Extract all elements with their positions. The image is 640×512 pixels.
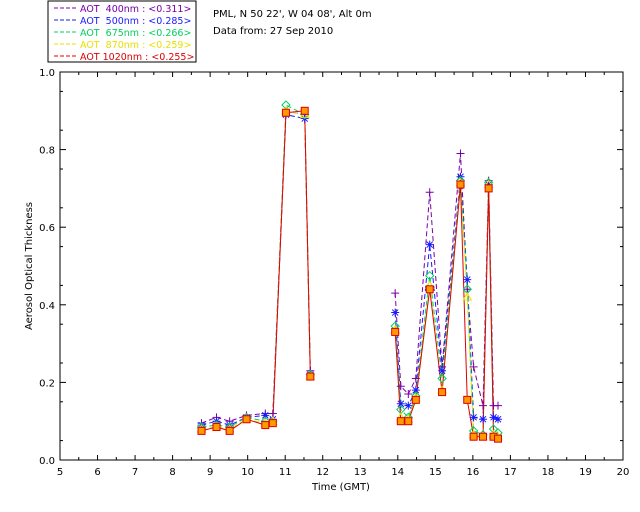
plus-marker — [494, 401, 503, 410]
legend-label: AOT 675nm : <0.266> — [80, 28, 191, 39]
x-tick-label: 14 — [391, 467, 404, 478]
plus-marker — [469, 362, 478, 371]
x-tick-label: 12 — [316, 467, 329, 478]
asterisk-marker — [391, 308, 400, 317]
plus-marker — [463, 285, 472, 294]
plus-marker — [411, 374, 420, 383]
square-marker — [463, 395, 472, 404]
legend: AOT 400nm : <0.311>AOT 500nm : <0.285>AO… — [47, 0, 197, 63]
x-axis-label: Time (GMT) — [311, 482, 370, 493]
series-line — [201, 114, 499, 426]
x-tick-label: 11 — [279, 467, 292, 478]
axes: 5 6 7 8 9 10 11 12 13 14 15 16 17 18 19 20 0.0 0.2 0.4 0.6 0… — [39, 68, 629, 478]
asterisk-marker — [463, 275, 472, 284]
square-marker — [212, 423, 221, 432]
legend-label: AOT 400nm : <0.311> — [80, 4, 191, 15]
square-marker — [225, 426, 234, 435]
asterisk-marker — [425, 240, 434, 249]
square-marker — [469, 432, 478, 441]
series-marks — [196, 100, 503, 443]
asterisk-marker — [489, 413, 498, 422]
x-tick-label: 16 — [466, 467, 479, 478]
plus-marker — [391, 289, 400, 298]
x-tick-label: 7 — [132, 467, 138, 478]
square-marker — [456, 180, 465, 189]
plus-marker — [404, 390, 413, 399]
x-tick-label: 19 — [579, 467, 592, 478]
square-marker — [484, 184, 493, 193]
asterisk-marker — [479, 415, 488, 424]
plus-marker — [396, 382, 405, 391]
series-line — [201, 110, 499, 440]
series-lines — [201, 104, 499, 440]
legend-items: AOT 400nm : <0.311>AOT 500nm : <0.285>AO… — [54, 4, 194, 63]
square-marker — [281, 108, 290, 117]
legend-label: AOT 500nm : <0.285> — [80, 16, 191, 27]
x-tick-label: 20 — [617, 467, 630, 478]
square-marker — [479, 432, 488, 441]
asterisk-marker — [469, 413, 478, 422]
asterisk-marker — [494, 415, 503, 424]
legend-label: AOT 1020nm : <0.255> — [80, 52, 194, 63]
square-marker — [391, 327, 400, 336]
legend-label: AOT 870nm : <0.259> — [80, 40, 191, 51]
square-marker — [425, 285, 434, 294]
asterisk-marker — [396, 399, 405, 408]
plus-marker — [479, 401, 488, 410]
x-tick-label: 15 — [429, 467, 442, 478]
plot-frame — [59, 71, 624, 461]
square-marker — [306, 372, 315, 381]
series-line — [201, 110, 499, 438]
date-info: Data from: 27 Sep 2010 — [213, 26, 333, 37]
square-marker — [261, 421, 270, 430]
asterisk-marker — [261, 411, 270, 420]
y-axis-label: Aerosol Optical Thickness — [24, 202, 35, 330]
x-tick-label: 17 — [504, 467, 517, 478]
x-tick-label: 8 — [169, 467, 175, 478]
series-line — [201, 104, 499, 436]
x-tick-label: 13 — [354, 467, 367, 478]
plus-marker — [456, 149, 465, 158]
y-tick-label: 0.6 — [39, 223, 55, 234]
y-tick-label: 0.8 — [39, 146, 55, 157]
x-tick-label: 18 — [542, 467, 555, 478]
square-marker — [404, 417, 413, 426]
square-marker — [197, 426, 206, 435]
plus-marker — [425, 188, 434, 197]
square-marker — [494, 434, 503, 443]
square-marker — [242, 415, 251, 424]
square-marker — [268, 419, 277, 428]
triangle-marker — [462, 292, 473, 301]
asterisk-marker — [404, 401, 413, 410]
y-tick-label: 0.2 — [39, 378, 55, 389]
square-marker — [411, 395, 420, 404]
diamond-marker — [424, 270, 435, 281]
y-tick-label: 0.4 — [39, 301, 55, 312]
station-info: PML, N 50 22', W 04 08', Alt 0m — [213, 9, 372, 20]
x-tick-label: 9 — [207, 467, 213, 478]
asterisk-marker — [438, 366, 447, 375]
x-tick-label: 10 — [241, 467, 254, 478]
y-tick-label: 1.0 — [39, 68, 55, 79]
asterisk-marker — [411, 386, 420, 395]
y-tick-label: 0.0 — [39, 456, 55, 467]
square-marker — [396, 417, 405, 426]
square-marker — [300, 106, 309, 115]
x-tick-label: 6 — [94, 467, 100, 478]
diamond-marker — [437, 373, 447, 384]
x-tick-label: 5 — [57, 467, 63, 478]
square-marker — [438, 388, 447, 397]
